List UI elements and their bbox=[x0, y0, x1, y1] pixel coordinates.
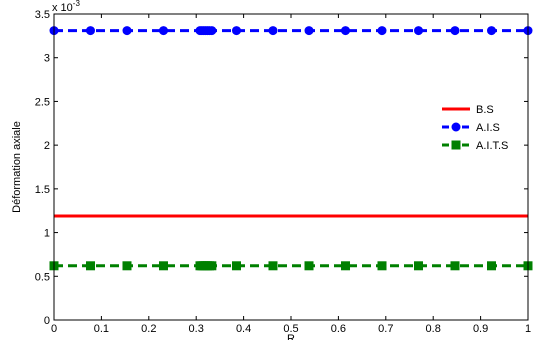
y-tick-label: 3.5 bbox=[35, 9, 50, 21]
data-point-a-i-t-s bbox=[85, 261, 95, 271]
data-point-a-i-s bbox=[231, 26, 241, 36]
legend: B.S A.I.S A.I.T.S bbox=[442, 104, 508, 152]
data-point-a-i-s bbox=[487, 26, 497, 36]
y-tick-label: 0.5 bbox=[35, 271, 50, 283]
data-point-a-i-s bbox=[304, 26, 314, 36]
x-tick-label: 0.8 bbox=[426, 323, 441, 335]
data-point-a-i-s bbox=[158, 26, 168, 36]
series-a-i-t-s bbox=[49, 261, 533, 271]
legend-label-b-s: B.S bbox=[476, 104, 494, 116]
data-point-a-i-s bbox=[377, 26, 387, 36]
data-point-a-i-t-s bbox=[268, 261, 278, 271]
data-point-a-i-t-s bbox=[487, 261, 497, 271]
data-point-a-i-s bbox=[268, 26, 278, 36]
legend-label-a-i-s: A.I.S bbox=[476, 122, 500, 134]
legend-marker-a-i-t-s bbox=[451, 140, 461, 150]
x-tick-label: 0.5 bbox=[283, 323, 298, 335]
plot-area-frame bbox=[53, 13, 529, 321]
data-point-a-i-s bbox=[341, 26, 351, 36]
x-tick-label: 0.6 bbox=[331, 323, 346, 335]
x-tick-label: 1 bbox=[525, 323, 531, 335]
data-point-a-i-s bbox=[207, 26, 217, 36]
y-tick-label: 3 bbox=[44, 53, 50, 65]
y-tick-label: 2 bbox=[44, 140, 50, 152]
y-axis: 0 0.5 1 1.5 2 2.5 3 3.5 bbox=[35, 9, 528, 327]
y-exponent-base: x 10 bbox=[52, 2, 73, 14]
x-axis-label: R bbox=[287, 333, 295, 340]
x-axis: 0 0.1 0.2 0.3 0.4 0.5 0.6 0.7 0.8 0.9 1 bbox=[51, 14, 531, 335]
y-axis-label: Déformation axiale bbox=[11, 121, 23, 213]
series-a-i-s bbox=[49, 26, 533, 36]
y-tick-label: 1.5 bbox=[35, 184, 50, 196]
y-axis-exponent: x 10-3 bbox=[52, 0, 80, 14]
y-tick-label: 2.5 bbox=[35, 96, 50, 108]
data-point-a-i-t-s bbox=[377, 261, 387, 271]
data-point-a-i-s bbox=[122, 26, 132, 36]
data-point-a-i-s bbox=[450, 26, 460, 36]
data-point-a-i-s bbox=[414, 26, 424, 36]
y-tick-label: 0 bbox=[44, 315, 50, 327]
x-tick-label: 0.4 bbox=[236, 323, 251, 335]
x-tick-label: 0.1 bbox=[94, 323, 109, 335]
data-point-a-i-t-s bbox=[304, 261, 314, 271]
legend-item-b-s: B.S bbox=[442, 104, 494, 116]
y-exponent-power: -3 bbox=[73, 0, 81, 8]
x-tick-label: 0.9 bbox=[473, 323, 488, 335]
data-point-a-i-t-s bbox=[414, 261, 424, 271]
data-point-a-i-t-s bbox=[158, 261, 168, 271]
x-tick-label: 0.2 bbox=[141, 323, 156, 335]
x-tick-label: 0.7 bbox=[378, 323, 393, 335]
legend-marker-a-i-s bbox=[451, 122, 461, 132]
legend-item-a-i-s: A.I.S bbox=[442, 122, 500, 134]
data-point-a-i-s bbox=[85, 26, 95, 36]
data-point-a-i-t-s bbox=[122, 261, 132, 271]
data-point-a-i-t-s bbox=[207, 261, 217, 271]
data-point-a-i-t-s bbox=[231, 261, 241, 271]
legend-label-a-i-t-s: A.I.T.S bbox=[476, 140, 508, 152]
legend-item-a-i-t-s: A.I.T.S bbox=[442, 140, 508, 152]
y-tick-label: 1 bbox=[44, 228, 50, 240]
data-point-a-i-t-s bbox=[450, 261, 460, 271]
x-tick-label: 0.3 bbox=[189, 323, 204, 335]
x-tick-label: 0 bbox=[51, 323, 57, 335]
data-point-a-i-t-s bbox=[341, 261, 351, 271]
